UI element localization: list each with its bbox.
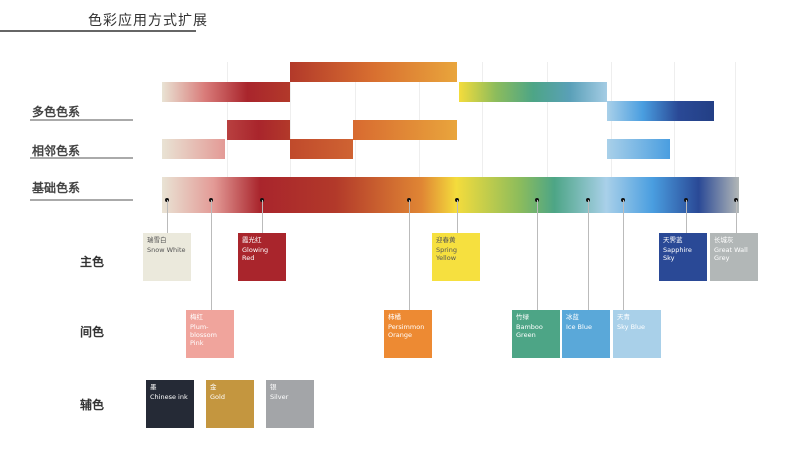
swatch-cn-name: 金 [210, 383, 217, 391]
color-swatch: 瑞雪白 Snow White [143, 233, 191, 281]
swatch-cn-name: 冰蓝 [566, 313, 579, 321]
connector-line [167, 200, 168, 233]
gridline [290, 62, 291, 177]
connector-line [262, 200, 263, 233]
band-base-spectrum [162, 177, 739, 213]
connector-line [409, 200, 410, 310]
color-swatch: 迎春黄 Spring Yellow [432, 233, 480, 281]
gridline [355, 62, 356, 177]
band-adjacent-red [227, 120, 290, 140]
row-label-adjacent: 相邻色系 [32, 144, 81, 158]
swatch-cn-name: 竹绿 [516, 313, 529, 321]
swatch-en-name: Silver [270, 393, 289, 401]
swatch-en-name: Bamboo Green [516, 323, 543, 339]
row-label-base: 基础色系 [32, 181, 81, 195]
swatch-en-name: Sky Blue [617, 323, 645, 331]
band-adjacent-orange [353, 120, 457, 140]
swatch-en-name: Great Wall Grey [714, 246, 748, 262]
swatch-en-name: Glowing Red [242, 246, 269, 262]
gridline [419, 62, 420, 177]
color-swatch: 柿橘 Persimmon Orange [384, 310, 432, 358]
connector-line [686, 200, 687, 233]
band-multi-warm [290, 62, 457, 82]
category-primary: 主色 [80, 255, 105, 269]
swatch-en-name: Gold [210, 393, 225, 401]
divider [30, 119, 133, 121]
color-swatch: 霞光红 Glowing Red [238, 233, 286, 281]
band-adjacent-blue [607, 139, 670, 159]
category-auxiliary: 辅色 [80, 398, 105, 412]
swatch-en-name: Spring Yellow [436, 246, 457, 262]
gridline [547, 62, 548, 177]
swatch-en-name: Snow White [147, 246, 186, 254]
row-label-multi: 多色色系 [32, 105, 81, 119]
divider [30, 157, 133, 159]
swatch-en-name: Plum-blossom Pink [190, 323, 217, 347]
gridline [482, 62, 483, 177]
swatch-en-name: Sapphire Sky [663, 246, 692, 262]
color-swatch: 梅红 Plum-blossom Pink [186, 310, 234, 358]
swatch-cn-name: 瑞雪白 [147, 236, 167, 244]
band-adjacent-persimmon [290, 139, 353, 159]
color-swatch: 金 Gold [206, 380, 254, 428]
swatch-cn-name: 天青 [617, 313, 630, 321]
color-swatch: 墨 Chinese ink [146, 380, 194, 428]
connector-line [736, 200, 737, 233]
swatch-cn-name: 霞光红 [242, 236, 262, 244]
title-underline [0, 30, 196, 32]
swatch-cn-name: 长城灰 [714, 236, 734, 244]
connector-line [457, 200, 458, 233]
color-swatch: 长城灰 Great Wall Grey [710, 233, 758, 281]
page-title: 色彩应用方式扩展 [88, 13, 208, 29]
divider [30, 199, 133, 201]
color-swatch: 竹绿 Bamboo Green [512, 310, 560, 358]
color-swatch: 天霁蓝 Sapphire Sky [659, 233, 707, 281]
connector-line [623, 200, 624, 310]
swatch-cn-name: 迎春黄 [436, 236, 456, 244]
swatch-cn-name: 天霁蓝 [663, 236, 683, 244]
swatch-cn-name: 梅红 [190, 313, 203, 321]
category-intermediate: 间色 [80, 325, 105, 339]
band-multi-green [459, 82, 607, 102]
color-swatch: 银 Silver [266, 380, 314, 428]
gridline [227, 62, 228, 177]
gridline [735, 62, 736, 177]
color-swatch: 天青 Sky Blue [613, 310, 661, 358]
swatch-en-name: Persimmon Orange [388, 323, 425, 339]
color-swatch: 冰蓝 Ice Blue [562, 310, 610, 358]
swatch-en-name: Chinese ink [150, 393, 188, 401]
connector-line [588, 200, 589, 310]
band-adjacent-pink [162, 139, 225, 159]
connector-line [211, 200, 212, 310]
swatch-cn-name: 墨 [150, 383, 157, 391]
swatch-cn-name: 柿橘 [388, 313, 401, 321]
swatch-en-name: Ice Blue [566, 323, 592, 331]
connector-line [537, 200, 538, 310]
swatch-cn-name: 银 [270, 383, 277, 391]
band-multi-blue [607, 101, 714, 121]
band-multi-red [162, 82, 290, 102]
